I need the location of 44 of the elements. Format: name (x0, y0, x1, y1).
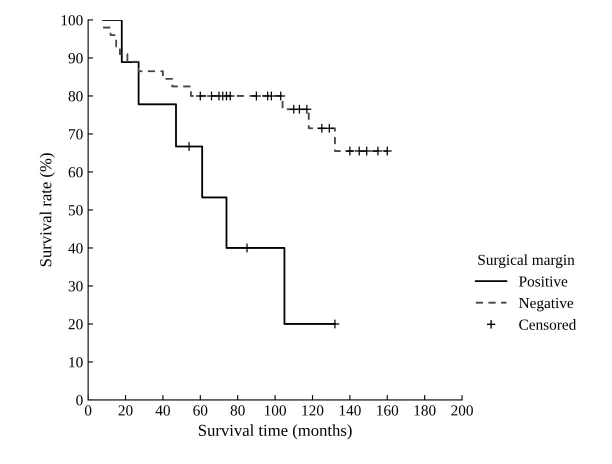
point (354, 146, 364, 156)
point (382, 146, 392, 156)
legend-label: Negative (519, 298, 574, 312)
legend-label: Positive (519, 276, 568, 287)
legend-label: Censored (519, 319, 576, 330)
y-tick-label: 10 (69, 357, 83, 368)
point (242, 242, 252, 253)
y-axis-title: Survival rate (%) (40, 153, 55, 266)
y-tick-label: 0 (76, 395, 83, 406)
legend-title: Surgical margin (478, 254, 575, 268)
point (195, 90, 206, 101)
x-tick-label: 180 (414, 405, 436, 416)
point (206, 90, 217, 101)
x-tick-label: 200 (451, 405, 473, 416)
x-tick-label: 120 (302, 405, 324, 416)
x-tick-label: 0 (84, 405, 92, 416)
x-axis-title: Survival time (months) (198, 424, 352, 440)
point (324, 123, 334, 134)
x-tick-label: 40 (156, 405, 170, 416)
y-tick-label: 30 (68, 281, 83, 292)
point (362, 146, 372, 156)
point (372, 146, 383, 156)
point (302, 104, 312, 114)
point (330, 318, 340, 329)
y-tick-label: 20 (68, 319, 83, 330)
y-tick-label: 100 (62, 15, 83, 26)
x-tick-label: 80 (230, 405, 245, 416)
y-tick-label: 70 (68, 129, 83, 140)
x-tick-label: 20 (118, 405, 133, 416)
point (184, 141, 194, 152)
x-tick-label: 160 (377, 405, 398, 416)
point (251, 90, 262, 101)
x-tick-label: 140 (340, 405, 361, 416)
y-tick-label: 80 (68, 91, 83, 102)
y-tick-label: 60 (68, 167, 83, 178)
x-tick-label: 100 (264, 405, 286, 416)
x-tick-label: 60 (193, 405, 208, 416)
point (316, 123, 327, 134)
point (344, 146, 355, 156)
point (294, 104, 304, 114)
point (276, 90, 286, 101)
y-tick-label: 90 (68, 53, 83, 64)
y-tick-label: 40 (68, 243, 83, 254)
y-tick-label: 50 (68, 205, 83, 216)
